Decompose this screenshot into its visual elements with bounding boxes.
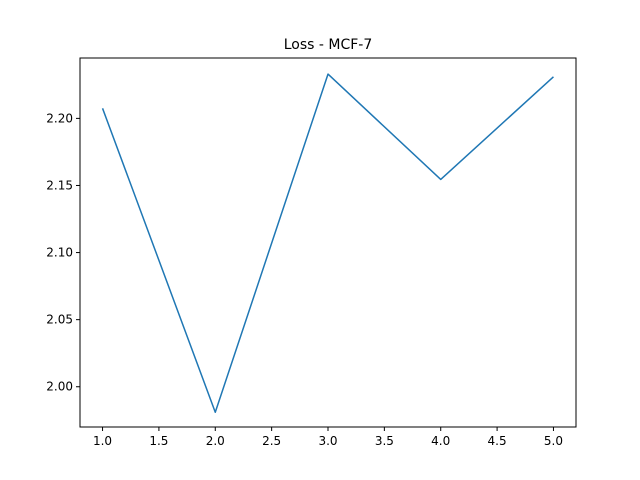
y-axis-ticks: 2.00 2.05 2.10 2.15 2.20 [46, 111, 80, 394]
x-tick-label: 3.0 [318, 434, 337, 448]
x-tick-label: 4.5 [488, 434, 507, 448]
y-tick-label: 2.15 [46, 178, 73, 192]
plot-area-frame [79, 57, 577, 428]
y-tick-label: 2.10 [46, 246, 73, 260]
x-tick-label: 4.0 [431, 434, 450, 448]
chart-title: Loss - MCF-7 [284, 37, 373, 53]
y-tick-label: 2.00 [46, 380, 73, 394]
x-tick-label: 2.5 [262, 434, 281, 448]
x-tick-label: 1.0 [93, 434, 112, 448]
x-tick-label: 5.0 [544, 434, 563, 448]
y-tick-label: 2.05 [46, 313, 73, 327]
y-tick-label: 2.20 [46, 111, 73, 125]
x-tick-label: 2.0 [206, 434, 225, 448]
x-tick-label: 3.5 [375, 434, 394, 448]
x-tick-label: 1.5 [149, 434, 168, 448]
series-layer [101, 73, 554, 413]
series-line-0 [101, 73, 554, 413]
x-axis-ticks: 1.0 1.5 2.0 2.5 3.0 3.5 4.0 4.5 5.0 [93, 427, 563, 448]
